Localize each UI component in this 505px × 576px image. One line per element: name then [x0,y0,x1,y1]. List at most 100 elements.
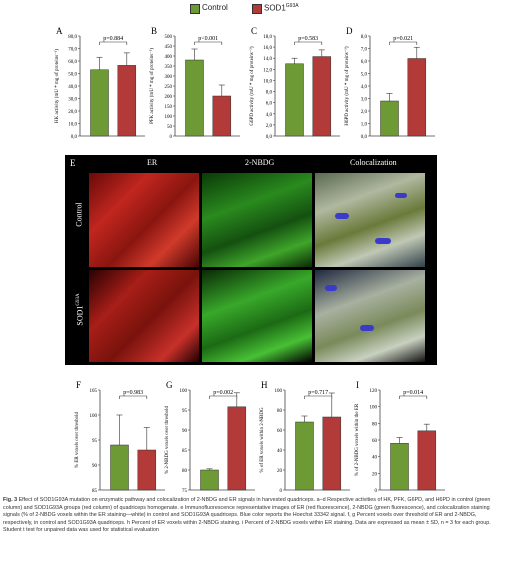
y-tick-label: 120 [370,389,378,394]
image-coloc-sod1 [315,270,425,362]
y-tick-label: 7,0 [361,48,368,53]
panel-e-microscopy: E ER 2-NBDG Colocalization Control SOD1G… [65,155,437,365]
y-tick-label: 95 [92,439,98,444]
y-tick-label: 90 [92,464,98,469]
y-tick-label: 5,0 [361,73,368,78]
bar-sod1 [417,430,437,491]
caption-text: Effect of SOD1G93A mutation on enzymatic… [3,497,491,534]
y-tick-label: 100 [90,414,98,419]
panel-letter: B [151,26,157,36]
y-tick-label: 10,0 [263,79,272,84]
y-tick-label: 12,0 [263,68,272,73]
y-tick-label: 10,0 [68,123,77,128]
bar-control [200,469,219,491]
bottom-charts: F 85 90 95 100 105 % ER voxels over threshold p… [75,380,445,494]
y-tick-label: 150 [165,105,173,110]
bar-control [185,59,204,137]
image-er-control [89,173,199,267]
y-tick-label: 80 [372,422,378,427]
y-tick-label: 100 [370,406,378,411]
y-tick-label: 0,0 [71,135,78,140]
chart-panel-g: G 75 80 85 90 95 100 % 2-NBDG voxels over thres… [165,380,255,494]
y-tick-label: 0 [170,135,173,140]
bar-control [295,421,314,491]
p-value-label: p=0.717 [308,390,328,396]
y-tick-label: 8,0 [266,91,273,96]
panel-e-letter: E [70,158,76,168]
p-value-label: p=0.884 [103,36,123,42]
y-tick-label: 350 [165,65,173,70]
image-er-sod1 [89,270,199,362]
figure-caption: Fig. 3 Effect of SOD1G93A mutation on en… [3,497,503,535]
image-2nbdg-control [202,173,312,267]
y-tick-label: 105 [90,389,98,394]
y-axis-label: HK activity (mU * mg of proteins⁻¹) [54,49,60,123]
y-tick-label: 2,0 [361,110,368,115]
legend-sod1-swatch [252,4,262,14]
y-tick-label: 0,0 [361,135,368,140]
legend-control-swatch [190,4,200,14]
col-header-2nbdg: 2-NBDG [245,158,275,167]
row-label-sod1: SOD1G93A [75,293,85,326]
y-tick-label: 450 [165,45,173,50]
y-tick-label: 500 [165,35,173,40]
bar-control [390,443,409,491]
y-tick-label: 60 [277,429,283,434]
bar-control [285,63,304,137]
chart-panel-h: H 0 20 40 60 80 100 % of ER voxels within 2-NBD… [260,380,350,494]
y-tick-label: 95 [182,409,188,414]
bar-control [110,444,129,491]
y-tick-label: 4,0 [361,85,368,90]
y-tick-label: 75 [182,489,188,494]
y-axis-label: % of 2-NBDG voxels within the ER [355,403,360,476]
y-tick-label: 14,0 [263,57,272,62]
y-tick-label: 85 [182,449,188,454]
nucleus-blue [375,238,391,244]
bar-control [90,69,109,137]
y-tick-label: 20,0 [68,110,77,115]
panel-letter: C [251,26,257,36]
panel-letter: F [76,380,81,390]
chart-panel-c: C 0,0 2,0 4,0 6,0 8,0 10,0 12,0 14,0 16,0 18,0 G6PD… [249,26,340,140]
y-tick-label: 6,0 [361,60,368,65]
y-tick-label: 0 [280,489,283,494]
y-tick-label: 16,0 [263,46,272,51]
chart-panel-a: A 0,0 10,0 20,0 30,0 40,0 50,0 60,0 70,0 80,0 HK a… [54,26,145,140]
y-axis-label: % ER voxels over threshold [75,411,80,468]
y-tick-label: 0 [375,489,378,494]
chart-panel-f: F 85 90 95 100 105 % ER voxels over threshold p… [75,380,165,494]
y-tick-label: 70,0 [68,48,77,53]
y-tick-label: 400 [165,55,173,60]
y-tick-label: 200 [165,95,173,100]
y-tick-label: 40 [372,456,378,461]
y-tick-label: 30,0 [68,98,77,103]
y-tick-label: 100 [275,389,283,394]
bar-sod1 [312,56,332,137]
y-axis-label: PFK activity (mU * mg of proteins⁻¹) [149,48,155,124]
y-tick-label: 80,0 [68,35,77,40]
panel-letter: G [166,380,173,390]
nucleus-blue [395,193,407,198]
y-tick-label: 4,0 [266,113,273,118]
bar-control [380,100,399,137]
y-tick-label: 2,0 [266,124,273,129]
y-tick-label: 80 [182,469,188,474]
y-tick-label: 85 [92,489,98,494]
bar-sod1 [137,449,157,491]
y-tick-label: 60,0 [68,60,77,65]
y-axis-label: % of ER voxels within 2-NBDG [260,407,265,473]
y-tick-label: 40,0 [68,85,77,90]
legend-control-label: Control [202,3,228,12]
y-tick-label: 90 [182,429,188,434]
chart-panel-d: D 0,0 1,0 2,0 3,0 4,0 5,0 6,0 7,0 8,0 H6PD activit… [344,26,435,140]
y-tick-label: 0,0 [266,135,273,140]
y-tick-label: 50 [167,125,173,130]
p-value-label: p=0.983 [123,390,143,396]
y-axis-label: % 2-NBDG voxels over threshold [165,405,170,474]
col-header-er: ER [147,158,158,167]
image-coloc-control [315,173,425,267]
y-tick-label: 80 [277,409,283,414]
image-2nbdg-sod1 [202,270,312,362]
panel-letter: I [356,380,359,390]
y-tick-label: 40 [277,449,283,454]
